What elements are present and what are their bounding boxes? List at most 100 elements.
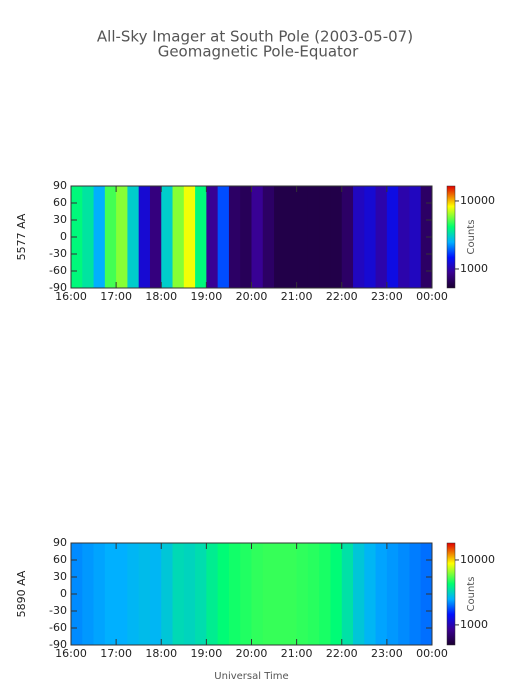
heat-column [149,543,162,645]
y-tick-label: -60 [49,621,67,634]
y-tick-label: 30 [53,570,67,583]
heat-column [206,543,219,645]
colorbar [446,185,456,289]
heat-column [375,543,388,645]
y-tick-label: -30 [49,604,67,617]
heat-column [285,543,298,645]
x-tick-label: 23:00 [371,647,403,660]
y-tick-label: 0 [60,230,67,243]
x-tick-label: 00:00 [416,647,448,660]
heat-column [138,186,151,288]
heat-column [195,543,207,645]
y-axis-label: 5577 AA [15,213,28,260]
x-tick-label: 00:00 [416,290,448,303]
y-tick-label: 30 [53,213,67,226]
heat-column [251,186,264,288]
heat-column [228,186,241,288]
heat-column [228,543,241,645]
heat-column [353,543,365,645]
heat-column [183,543,196,645]
heat-column [398,543,410,645]
heat-column [93,543,106,645]
heat-column [127,186,140,288]
heat-column [195,186,207,288]
chart-subtitle: Geomagnetic Pole-Equator [158,43,359,61]
colorbar-tick-label: 1000 [460,618,488,631]
x-tick-label: 17:00 [100,647,132,660]
heat-column [274,543,286,645]
heat-column [172,186,185,288]
colorbar-tick-label: 1000 [460,262,488,275]
y-tick-label: 0 [60,587,67,600]
heat-column [285,186,298,288]
x-tick-label: 16:00 [55,290,87,303]
chart-title: All-Sky Imager at South Pole (2003-05-07… [97,28,413,46]
x-tick-label: 19:00 [191,647,223,660]
heat-column [375,186,388,288]
heat-column [183,186,196,288]
heat-column [262,186,275,288]
x-axis-label: Universal Time [214,671,288,680]
x-tick-label: 22:00 [326,647,358,660]
x-tick-label: 17:00 [100,290,132,303]
colorbar-tick-label: 10000 [460,194,495,207]
heat-column [104,543,117,645]
heat-column [274,186,286,288]
x-tick-label: 19:00 [191,290,223,303]
heat-column [341,543,354,645]
heat-column [116,543,128,645]
colorbar-label: Counts [466,577,477,612]
heat-column [296,543,309,645]
heat-column [161,543,174,645]
y-tick-label: 60 [53,196,67,209]
heat-column [240,543,252,645]
heat-column [206,186,219,288]
colorbar [446,542,456,646]
y-tick-label: 90 [53,536,67,549]
y-axis-label: 5890 AA [15,570,28,617]
y-tick-label: -30 [49,247,67,260]
y-tick-label: -90 [49,281,67,294]
heat-column [364,543,377,645]
x-tick-label: 23:00 [371,290,403,303]
x-tick-label: 21:00 [281,290,313,303]
heat-column [161,186,174,288]
heat-column [398,186,410,288]
heat-column [330,543,343,645]
heat-column [319,186,331,288]
heat-column [217,543,230,645]
y-tick-label: 60 [53,553,67,566]
heat-column [341,186,354,288]
colorbar-label: Counts [466,220,477,255]
y-tick-label: -90 [49,638,67,651]
heat-column [307,543,320,645]
x-tick-label: 16:00 [55,647,87,660]
heat-column [82,543,95,645]
heat-column [296,186,309,288]
heat-column [251,543,264,645]
x-tick-label: 21:00 [281,647,313,660]
heat-column [386,186,399,288]
heat-column [409,186,422,288]
heat-column [240,186,252,288]
x-tick-label: 18:00 [145,290,177,303]
heat-column [330,186,343,288]
heat-column [149,186,162,288]
colorbar-tick-label: 10000 [460,553,495,566]
heat-column [364,186,377,288]
heat-column [82,186,95,288]
heat-column [353,186,365,288]
heat-column [116,186,128,288]
heat-column [386,543,399,645]
heat-column [104,186,117,288]
heat-column [409,543,422,645]
heat-column [93,186,106,288]
heat-column [172,543,185,645]
heat-column [138,543,151,645]
heat-column [127,543,140,645]
heat-column [307,186,320,288]
x-tick-label: 18:00 [145,647,177,660]
heat-column [262,543,275,645]
x-tick-label: 20:00 [236,647,268,660]
